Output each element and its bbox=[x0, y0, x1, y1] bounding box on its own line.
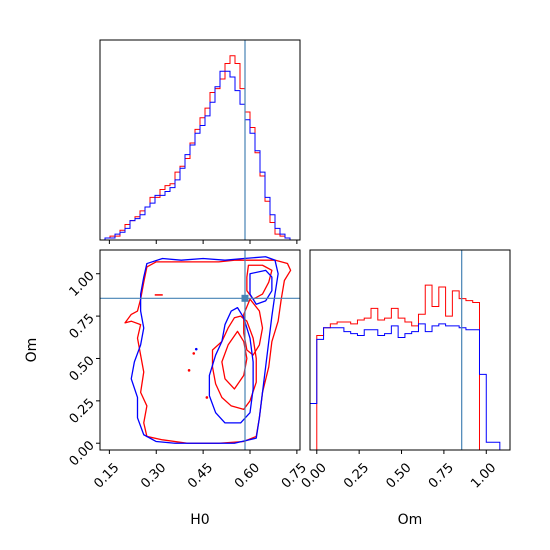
contour-plot-area bbox=[100, 250, 300, 450]
truth-marker bbox=[241, 294, 249, 302]
histogram-red-series bbox=[310, 284, 510, 450]
contour-frame bbox=[99, 249, 301, 451]
contour-x-axis-label: H0 bbox=[190, 512, 209, 528]
contour-blue-line bbox=[249, 269, 273, 305]
histogram-h0-plot-area bbox=[100, 40, 300, 240]
contour-red-line bbox=[124, 259, 292, 444]
contour-blue-line bbox=[208, 306, 254, 424]
contour-red-line bbox=[243, 298, 264, 356]
histogram-om-frame bbox=[309, 249, 511, 451]
contour-red-line bbox=[246, 264, 273, 300]
histogram-blue-series bbox=[100, 70, 300, 240]
histogram-h0-x-ticks bbox=[108, 240, 298, 244]
histogram-h0-frame bbox=[99, 39, 301, 241]
contour-red-fragment bbox=[192, 352, 196, 355]
contour-red-line bbox=[211, 315, 257, 410]
histogram-h0-panel bbox=[99, 39, 301, 244]
contour-blue-fragment bbox=[194, 347, 198, 351]
histogram-blue-series bbox=[310, 323, 510, 450]
contour-red-fragment bbox=[205, 396, 209, 399]
contour-red-fragment bbox=[187, 369, 191, 372]
histogram-om-x-axis-label: Om bbox=[398, 512, 423, 528]
histogram-om-plot-area bbox=[310, 250, 510, 450]
contour-blue-line bbox=[130, 256, 279, 444]
contour-y-axis-label: Om bbox=[24, 338, 40, 363]
